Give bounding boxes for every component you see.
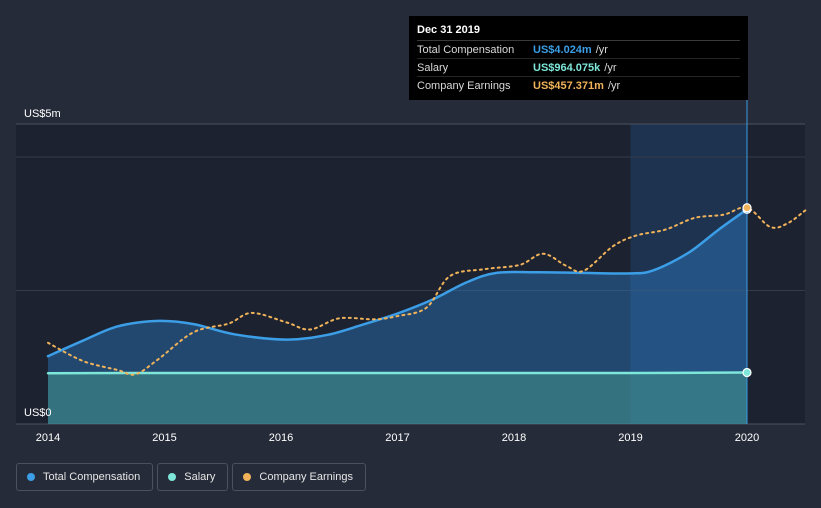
legend-item-total-compensation[interactable]: Total Compensation [16, 463, 154, 491]
chart-legend: Total Compensation Salary Company Earnin… [16, 463, 366, 491]
tooltip-row-total-compensation: Total Compensation US$4.024m /yr [417, 41, 740, 59]
tooltip-value: US$964.075k [533, 61, 601, 74]
company-earnings-line [47, 206, 807, 376]
tooltip-value: US$457.371m [533, 79, 604, 92]
x-axis-ticks: 2014 2015 2016 2017 2018 2019 2020 [36, 432, 759, 444]
company-earnings-marker [742, 203, 752, 213]
legend-dot-icon [27, 473, 35, 481]
tooltip-unit: /yr [607, 79, 621, 92]
legend-dot-icon [168, 473, 177, 481]
tooltip-label: Total Compensation [417, 43, 515, 56]
x-tick-label: 2014 [36, 432, 60, 444]
legend-label: Salary [184, 471, 216, 483]
tooltip-date: Dec 31 2019 [417, 24, 740, 41]
tooltip-label: Company Earnings [417, 79, 511, 92]
salary-line [46, 371, 749, 375]
tooltip-row-salary: Salary US$964.075k /yr [417, 59, 740, 77]
tooltip-value: US$4.024m [533, 43, 592, 56]
legend-dot-icon [243, 473, 252, 481]
y-axis-top-label: US$5m [24, 108, 61, 120]
x-tick-label: 2018 [502, 432, 526, 444]
legend-item-salary[interactable]: Salary [157, 463, 229, 491]
total-compensation-line [46, 208, 749, 358]
y-axis-bottom-label: US$0 [24, 407, 52, 419]
salary-marker [742, 367, 752, 378]
legend-label: Total Compensation [43, 471, 141, 483]
series-lines [46, 206, 807, 376]
x-tick-label: 2019 [618, 432, 642, 444]
tooltip-unit: /yr [604, 61, 617, 74]
tooltip-unit: /yr [595, 43, 608, 56]
x-tick-label: 2015 [152, 432, 176, 444]
series-markers [742, 203, 752, 378]
x-tick-label: 2016 [269, 432, 293, 444]
chart-tooltip: Dec 31 2019 Total Compensation US$4.024m… [409, 16, 748, 100]
salary-area [48, 372, 747, 424]
x-tick-label: 2020 [735, 432, 759, 444]
legend-label: Company Earnings [259, 471, 353, 483]
x-tick-label: 2017 [385, 432, 409, 444]
legend-item-company-earnings[interactable]: Company Earnings [232, 463, 366, 491]
tooltip-label: Salary [417, 61, 449, 74]
tooltip-row-company-earnings: Company Earnings US$457.371m /yr [417, 77, 740, 94]
